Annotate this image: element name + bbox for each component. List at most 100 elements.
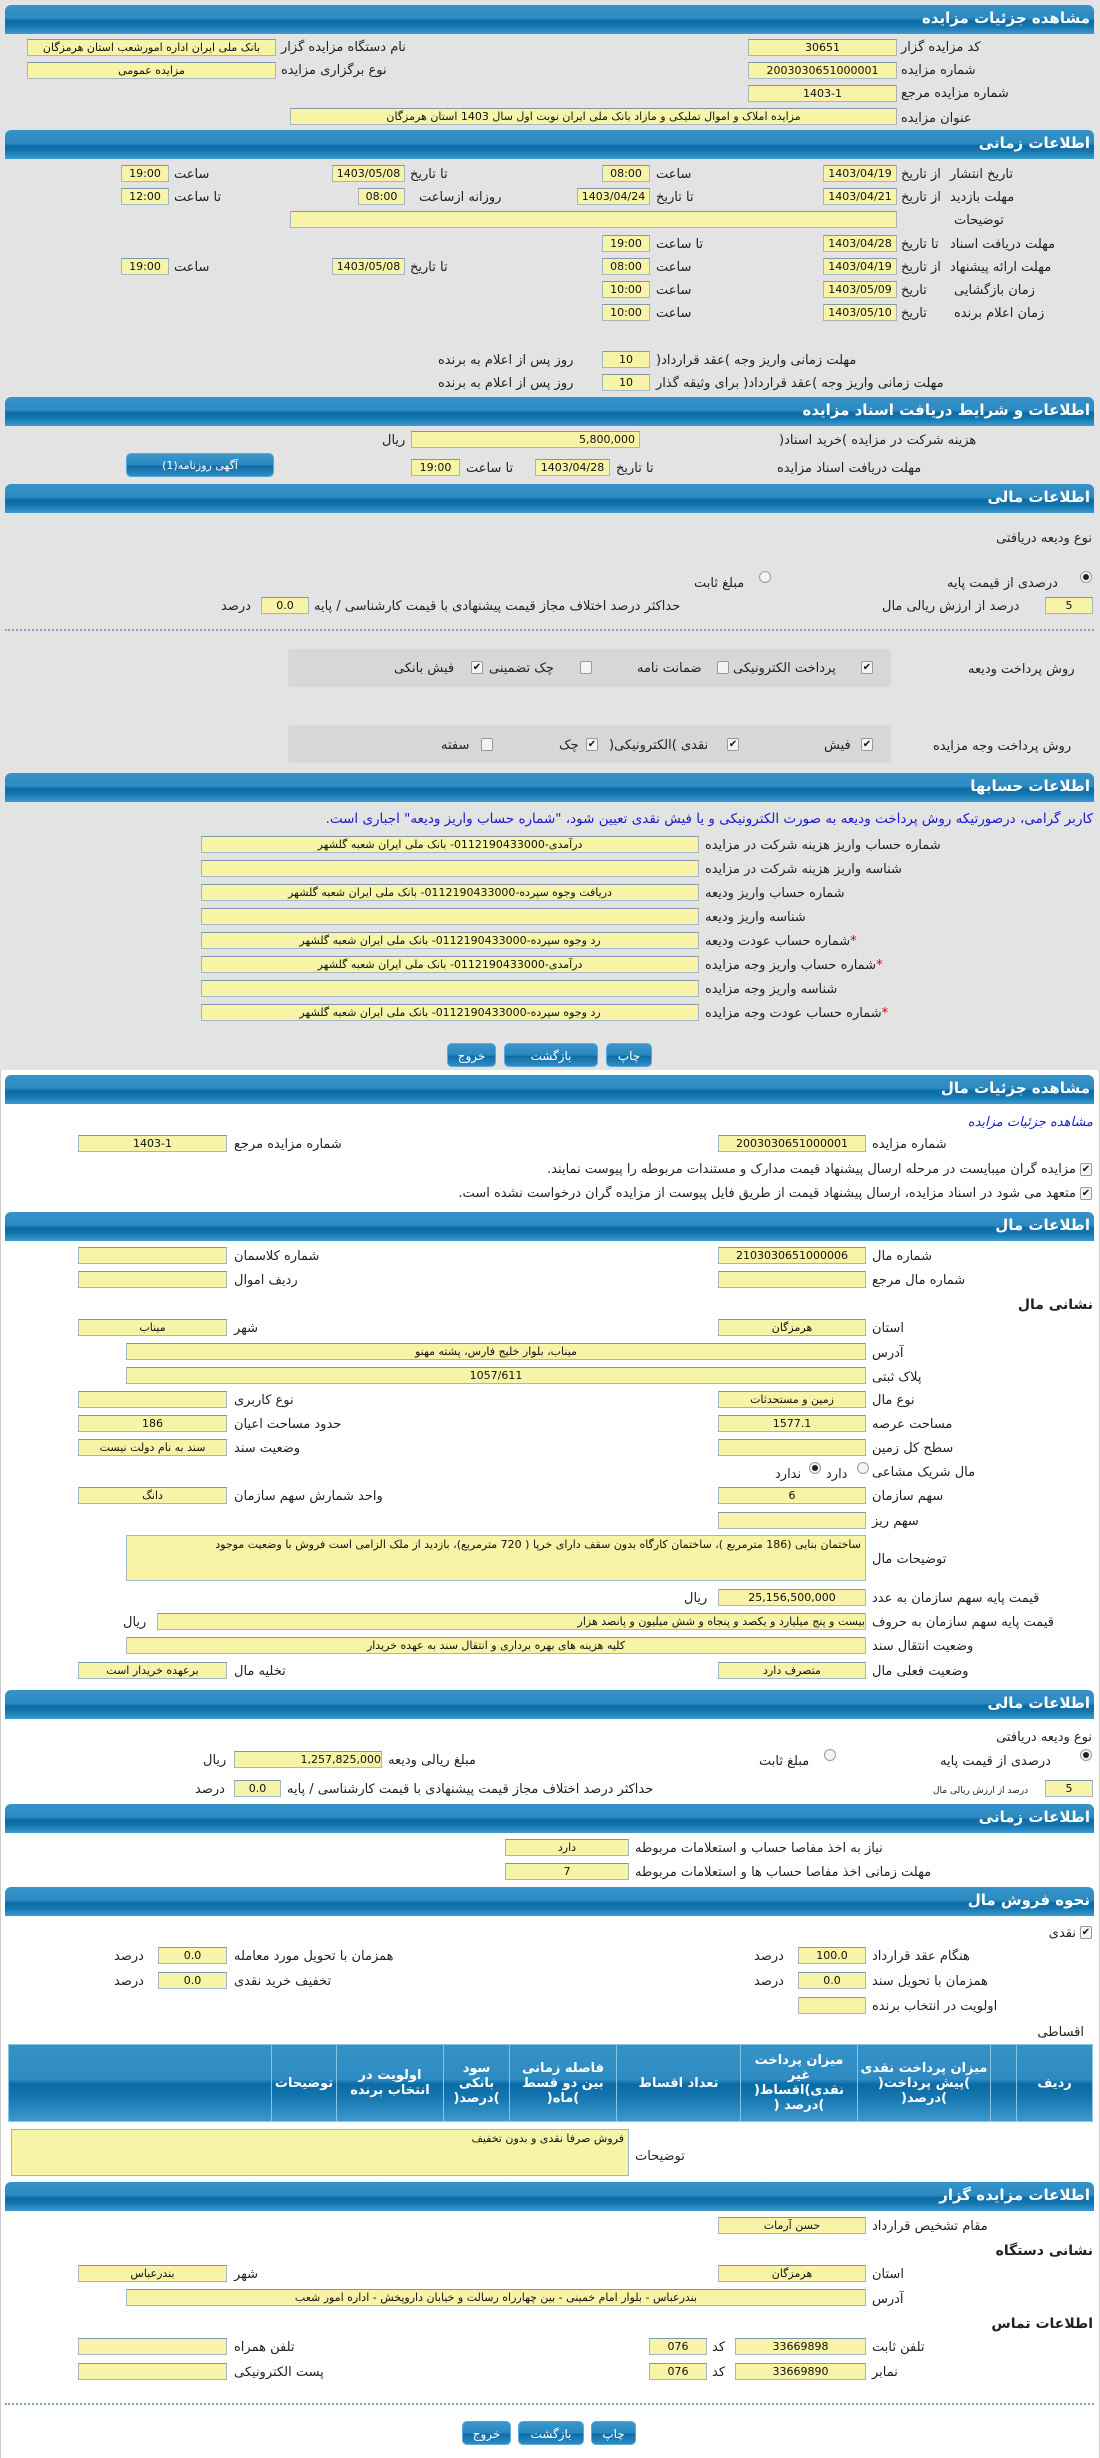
base-price[interactable]: 25,156,500,000 — [718, 1589, 866, 1606]
fax-code-field[interactable]: 076 — [649, 2363, 707, 2380]
visit-from-date[interactable]: 1403/04/21 — [823, 188, 897, 205]
delivery-percent[interactable]: 0.0 — [158, 1947, 227, 1964]
publish-from-date[interactable]: 1403/04/19 — [823, 165, 897, 182]
priority-field[interactable] — [798, 1997, 866, 2014]
docs-to-date[interactable]: 1403/04/28 — [535, 459, 610, 476]
offer-to-date[interactable]: 1403/05/08 — [332, 258, 405, 275]
shared-yes-radio[interactable] — [857, 1462, 869, 1474]
land-area[interactable]: 1577.1 — [718, 1415, 866, 1432]
property-usage[interactable] — [78, 1391, 227, 1408]
auction-details-link[interactable]: مشاهده جزئیات مزایده — [967, 1115, 1093, 1130]
class-number[interactable] — [78, 1247, 227, 1264]
back-button[interactable]: بازگشت — [518, 2421, 584, 2445]
deposit-amount[interactable]: 1,257,825,000 — [234, 1751, 382, 1768]
org-address[interactable]: بندرعباس - بلوار امام خمینی - بین چهاررا… — [126, 2289, 866, 2306]
account-field[interactable] — [201, 860, 699, 877]
max-diff-field[interactable]: 0.0 — [234, 1780, 281, 1797]
offer-from-time[interactable]: 08:00 — [602, 258, 650, 275]
mobile-field[interactable] — [78, 2338, 227, 2355]
docs-to-time[interactable]: 19:00 — [602, 235, 650, 252]
org-share[interactable]: 6 — [718, 1487, 866, 1504]
property-city[interactable]: میناب — [78, 1319, 227, 1336]
auction-title-field[interactable]: مزایده املاک و اموال تملیکی و مازاد بانک… — [290, 108, 897, 125]
deed-status[interactable]: سند به نام دولت نیست — [78, 1439, 227, 1456]
visit-daily-to[interactable]: 12:00 — [121, 188, 169, 205]
deposit-guarantee-checkbox[interactable] — [717, 661, 729, 674]
property-kind[interactable]: زمین و مستحدثات — [718, 1391, 866, 1408]
payment-cash-checkbox[interactable]: ✔ — [727, 738, 739, 751]
auction-code-field[interactable]: 30651 — [748, 39, 897, 56]
opening-time[interactable]: 10:00 — [602, 281, 650, 298]
deposit-fixed-radio[interactable] — [824, 1749, 836, 1761]
docs-to-time[interactable]: 19:00 — [411, 459, 460, 476]
email-field[interactable] — [78, 2363, 227, 2380]
property-number[interactable]: 2103030651000006 — [718, 1247, 866, 1264]
exit-button[interactable]: خروج — [462, 2421, 511, 2445]
offer-from-date[interactable]: 1403/04/19 — [823, 258, 897, 275]
eviction[interactable]: برعهده خریدار است — [78, 1662, 227, 1679]
account-field[interactable]: رد وجوه سپرده-0112190433000- بانک ملی ای… — [201, 1004, 699, 1021]
auction-type-field[interactable]: مزایده عمومی — [27, 62, 276, 79]
max-diff-field[interactable]: 0.0 — [261, 597, 309, 614]
property-row[interactable] — [78, 1271, 227, 1288]
winner-time[interactable]: 10:00 — [602, 304, 650, 321]
property-ref[interactable] — [718, 1271, 866, 1288]
auction-ref-field[interactable]: 1403-1 — [748, 85, 897, 102]
auction-number-field[interactable]: 2003030651000001 — [748, 62, 897, 79]
deposit-fixed-radio[interactable] — [759, 571, 771, 583]
property-address[interactable]: میناب، بلوار خلیج فارس، پشته مهنو — [126, 1343, 866, 1360]
property-description[interactable]: ساختمان بنایی (186 مترمربع )، ساختمان کا… — [126, 1535, 866, 1581]
current-status[interactable]: متصرف دارد — [718, 1662, 866, 1679]
publish-to-date[interactable]: 1403/05/08 — [332, 165, 405, 182]
sale-notes[interactable]: فروش صرفا نقدی و بدون تخفیف — [11, 2129, 629, 2176]
winner-date[interactable]: 1403/05/10 — [823, 304, 897, 321]
deposit-percent-radio[interactable] — [1080, 571, 1092, 583]
item-auction-number[interactable]: 2003030651000001 — [718, 1135, 866, 1152]
payment-receipt-checkbox[interactable]: ✔ — [861, 738, 873, 751]
publish-to-time[interactable]: 19:00 — [121, 165, 169, 182]
share-unit[interactable]: دانگ — [78, 1487, 227, 1504]
org-province[interactable]: هرمزگان — [718, 2265, 866, 2282]
payment-note-checkbox[interactable] — [481, 738, 493, 751]
phone-code-field[interactable]: 076 — [649, 2338, 707, 2355]
back-button[interactable]: بازگشت — [504, 1043, 598, 1067]
contract-percent[interactable]: 100.0 — [798, 1947, 866, 1964]
visit-to-date[interactable]: 1403/04/24 — [577, 188, 650, 205]
deposit-percent-field[interactable]: 5 — [1045, 597, 1093, 614]
shared-no-radio[interactable] — [809, 1462, 821, 1474]
property-plate[interactable]: 1057/611 — [126, 1367, 866, 1384]
attach-docs-checkbox[interactable]: ✔ — [1080, 1163, 1092, 1176]
opening-date[interactable]: 1403/05/09 — [823, 281, 897, 298]
newspaper-ad-button[interactable]: آگهی روزنامه(1) — [126, 453, 274, 477]
pay-deadline-bail-field[interactable]: 10 — [602, 374, 650, 391]
account-field[interactable]: درآمدی-0112190433000- بانک ملی ایران شعب… — [201, 956, 699, 973]
deposit-cheque-checkbox[interactable] — [580, 661, 592, 674]
account-field[interactable] — [201, 908, 699, 925]
offer-to-time[interactable]: 19:00 — [121, 258, 169, 275]
property-province[interactable]: هرمزگان — [718, 1319, 866, 1336]
base-price-words[interactable]: بیست و پنج میلیارد و یکصد و پنجاه و شش م… — [157, 1613, 866, 1630]
pay-deadline-field[interactable]: 10 — [602, 351, 650, 368]
phone-field[interactable]: 33669898 — [735, 2338, 866, 2355]
org-city[interactable]: بندرعباس — [78, 2265, 227, 2282]
clearance-deadline-field[interactable]: 7 — [505, 1863, 629, 1880]
account-field[interactable]: درآمدی-0112190433000- بانک ملی ایران شعب… — [201, 836, 699, 853]
fee-field[interactable]: 5,800,000 — [411, 431, 640, 448]
cash-checkbox[interactable]: ✔ — [1080, 1926, 1092, 1939]
org-name-field[interactable]: بانک ملی ایران اداره امورشعب استان هرمزگ… — [27, 39, 276, 56]
deed-percent[interactable]: 0.0 — [798, 1972, 866, 1989]
deed-transfer[interactable]: کلیه هزینه های بهره برداری و انتقال سند … — [126, 1637, 866, 1654]
deposit-receipt-checkbox[interactable]: ✔ — [471, 661, 483, 674]
print-button[interactable]: چاپ — [606, 1043, 652, 1067]
clearance-field[interactable]: دارد — [505, 1839, 629, 1856]
publish-from-time[interactable]: 08:00 — [602, 165, 650, 182]
account-field[interactable] — [201, 980, 699, 997]
print-button[interactable]: چاپ — [591, 2421, 636, 2445]
visit-daily-from[interactable]: 08:00 — [358, 188, 405, 205]
no-attach-checkbox[interactable]: ✔ — [1080, 1187, 1092, 1200]
total-area[interactable] — [718, 1439, 866, 1456]
building-area[interactable]: 186 — [78, 1415, 227, 1432]
small-share[interactable] — [718, 1512, 866, 1529]
deposit-percent-radio[interactable] — [1080, 1749, 1092, 1761]
deposit-percent-field[interactable]: 5 — [1045, 1780, 1093, 1797]
